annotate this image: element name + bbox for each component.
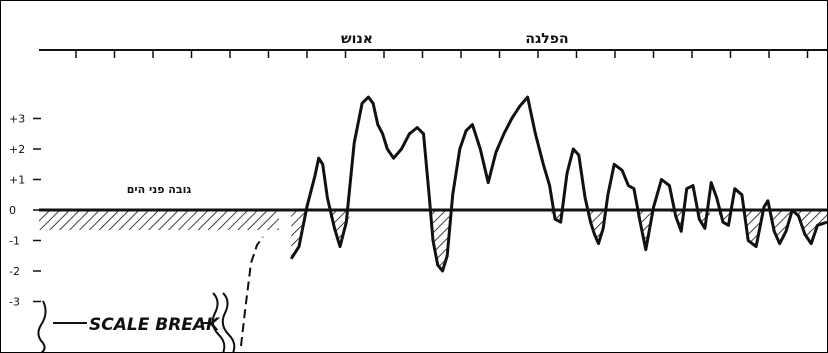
y-tick-label: +3 (9, 113, 25, 126)
elevation-series-line (289, 95, 827, 273)
below-sea-level-hatch (291, 210, 827, 271)
lead-in-dashed-segment (240, 236, 264, 347)
annotation-enosh: אנוש (341, 31, 373, 47)
y-tick-label: -3 (9, 296, 20, 309)
y-tick-label: -1 (9, 235, 20, 248)
annotation-sea-level: גובה פני הים (127, 183, 192, 196)
y-axis: +3 +2 +1 0 -1 -2 -3 (9, 113, 41, 309)
top-axis-ticks (75, 50, 809, 58)
y-tick-label: -2 (9, 265, 20, 278)
sea-level-hatch-left (39, 210, 279, 230)
y-tick-label: +2 (9, 143, 25, 156)
annotation-scale-break: SCALE BREAK (89, 315, 221, 335)
y-tick-label: 0 (9, 204, 16, 217)
y-tick-label: +1 (9, 174, 25, 187)
annotation-haflagah: הפלגה (525, 31, 568, 47)
scale-break-squiggle (37, 292, 236, 352)
